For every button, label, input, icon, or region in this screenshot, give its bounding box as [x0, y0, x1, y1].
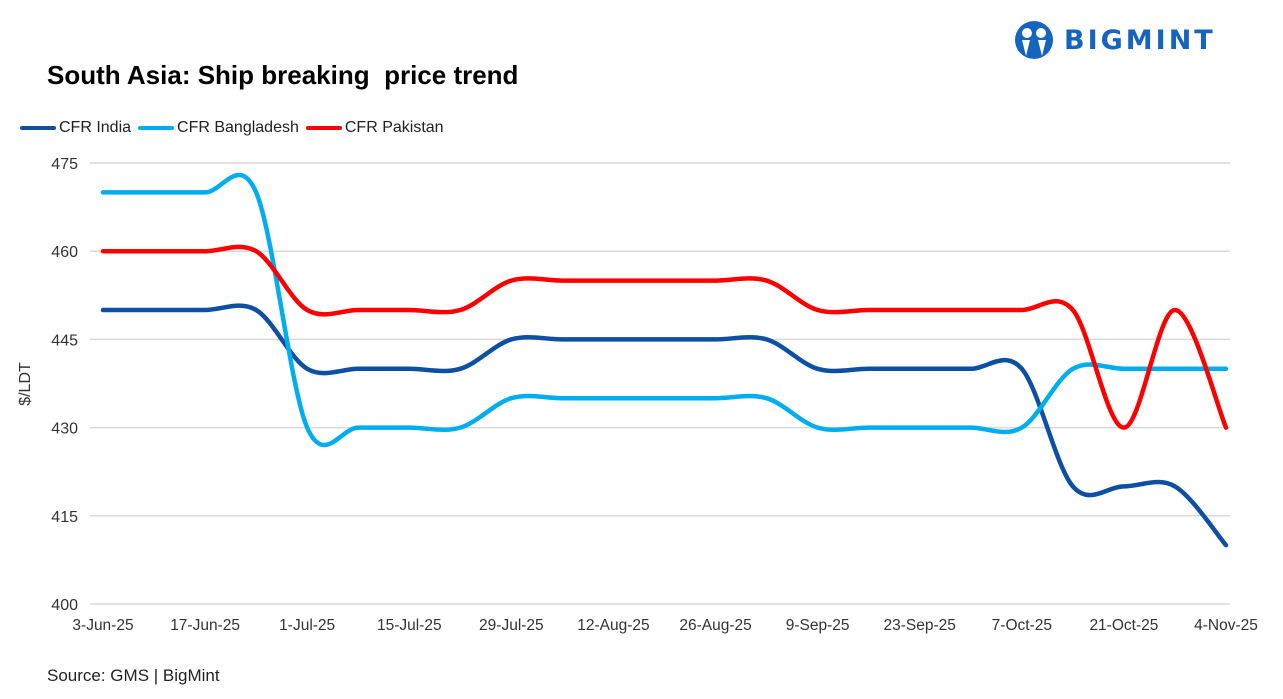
series-line-cfr-india	[100, 303, 1229, 548]
legend-label: CFR Pakistan	[344, 119, 444, 136]
x-tick-label: 1-Jul-25	[279, 617, 335, 634]
x-tick-label: 4-Nov-25	[1194, 617, 1258, 634]
legend-swatch	[138, 126, 175, 130]
legend-item: CFR Bangladesh	[138, 119, 299, 137]
x-tick-label: 23-Sep-25	[884, 617, 956, 634]
legend-label: CFR Bangladesh	[177, 119, 299, 136]
x-tick-label: 9-Sep-25	[786, 617, 850, 634]
legend-swatch	[305, 126, 342, 130]
brand-name: BIGMINT	[1064, 24, 1216, 56]
y-tick-label: 415	[51, 509, 78, 526]
y-tick-label: 445	[51, 332, 78, 349]
legend-item: CFR India	[20, 119, 131, 137]
x-tick-label: 17-Jun-25	[170, 617, 240, 634]
legend-label: CFR India	[59, 119, 132, 136]
legend-item: CFR Pakistan	[305, 119, 444, 137]
series-line-cfr-bangladesh	[100, 172, 1229, 448]
y-tick-label: 430	[51, 421, 78, 438]
x-tick-label: 3-Jun-25	[72, 617, 133, 634]
legend: CFR India CFR Bangladesh CFR Pakistan	[20, 119, 451, 137]
y-tick-label: 400	[51, 597, 78, 614]
bigmint-logo-icon	[1015, 21, 1053, 59]
bigmint-logo: BIGMINT	[1014, 20, 1216, 60]
y-axis-label: $/LDT	[17, 362, 34, 406]
x-tick-label: 29-Jul-25	[479, 617, 544, 634]
x-tick-label: 12-Aug-25	[577, 617, 649, 634]
chart-title: South Asia: Ship breaking price trend	[47, 60, 519, 90]
y-tick-label: 475	[51, 156, 78, 173]
series-line-cfr-pakistan	[100, 244, 1229, 430]
x-tick-label: 26-Aug-25	[679, 617, 751, 634]
x-tick-label: 21-Oct-25	[1089, 617, 1158, 634]
x-tick-label: 7-Oct-25	[992, 617, 1052, 634]
y-tick-label: 460	[51, 244, 78, 261]
x-tick-label: 15-Jul-25	[377, 617, 442, 634]
source-note: Source: GMS | BigMint	[47, 666, 220, 685]
legend-swatch	[20, 126, 56, 130]
